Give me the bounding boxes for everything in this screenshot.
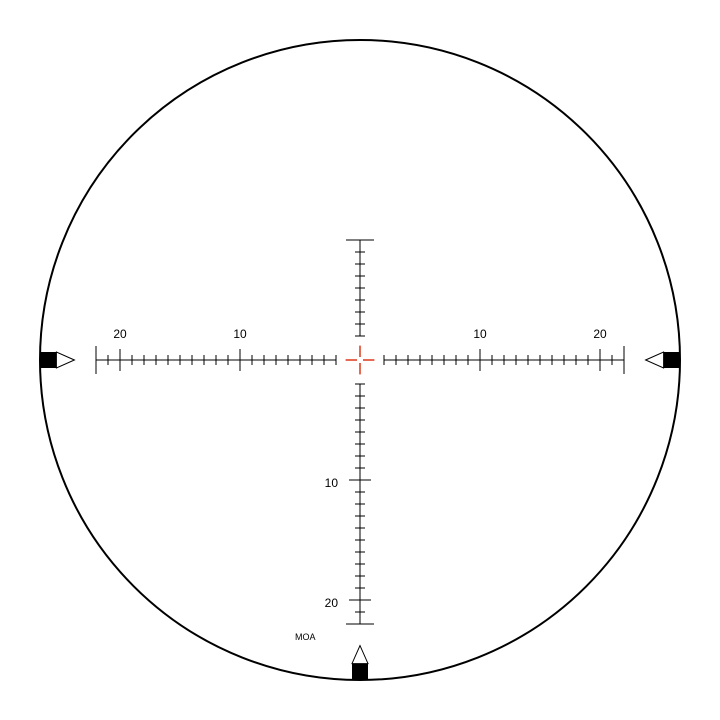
axis-label: 10 [473, 327, 487, 341]
reticle-diagram: 10 20 10 20 10 20 MOA [0, 0, 720, 720]
axis-label: 10 [233, 327, 247, 341]
unit-label: MOA [295, 632, 316, 642]
post-shaft [352, 664, 368, 680]
post-arrow-icon [646, 352, 664, 368]
hashmarks [96, 240, 624, 624]
axis-label: 20 [113, 327, 127, 341]
post-shaft [40, 352, 56, 368]
post-arrow-icon [56, 352, 74, 368]
axis-label: 10 [325, 476, 339, 490]
axis-label: 20 [325, 596, 339, 610]
axis-label: 20 [593, 327, 607, 341]
center-cross-icon [346, 346, 375, 375]
post-arrow-icon [352, 646, 368, 664]
post-shaft [664, 352, 680, 368]
